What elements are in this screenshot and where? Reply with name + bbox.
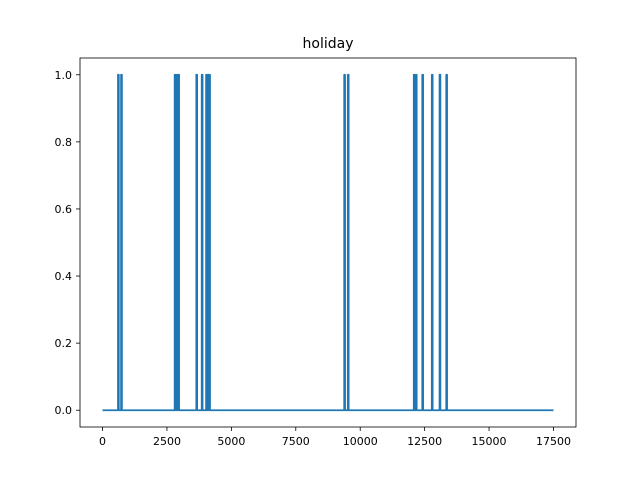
- y-tick-label: 0.4: [55, 270, 73, 283]
- x-tick-label: 15000: [472, 435, 507, 448]
- x-tick-label: 5000: [217, 435, 245, 448]
- x-tick-label: 17500: [536, 435, 571, 448]
- y-tick-label: 0.0: [55, 404, 73, 417]
- x-tick-label: 0: [99, 435, 106, 448]
- y-tick-label: 0.8: [55, 136, 73, 149]
- y-tick-label: 0.2: [55, 337, 73, 350]
- series-line-0: [102, 73, 554, 412]
- y-tick-label: 1.0: [55, 69, 73, 82]
- x-tick-label: 7500: [282, 435, 310, 448]
- x-axis: 0 2500 5000 7500 10000 12500 15000 17500: [99, 427, 571, 448]
- x-tick-label: 2500: [153, 435, 181, 448]
- axes-frame: [79, 57, 577, 428]
- x-tick-label: 10000: [343, 435, 378, 448]
- plot-area: [102, 73, 554, 412]
- y-axis: 0.0 0.2 0.4 0.6 0.8 1.0: [55, 69, 80, 417]
- chart-title: holiday: [303, 36, 354, 52]
- x-tick-label: 12500: [407, 435, 442, 448]
- y-tick-label: 0.6: [55, 203, 73, 216]
